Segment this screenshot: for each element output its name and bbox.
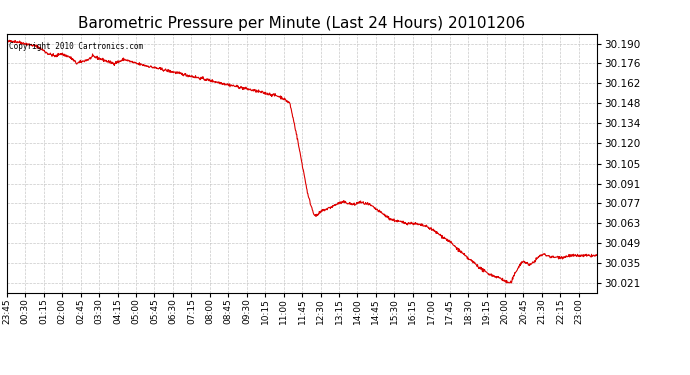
Text: Copyright 2010 Cartronics.com: Copyright 2010 Cartronics.com: [9, 42, 143, 51]
Title: Barometric Pressure per Minute (Last 24 Hours) 20101206: Barometric Pressure per Minute (Last 24 …: [78, 16, 526, 31]
